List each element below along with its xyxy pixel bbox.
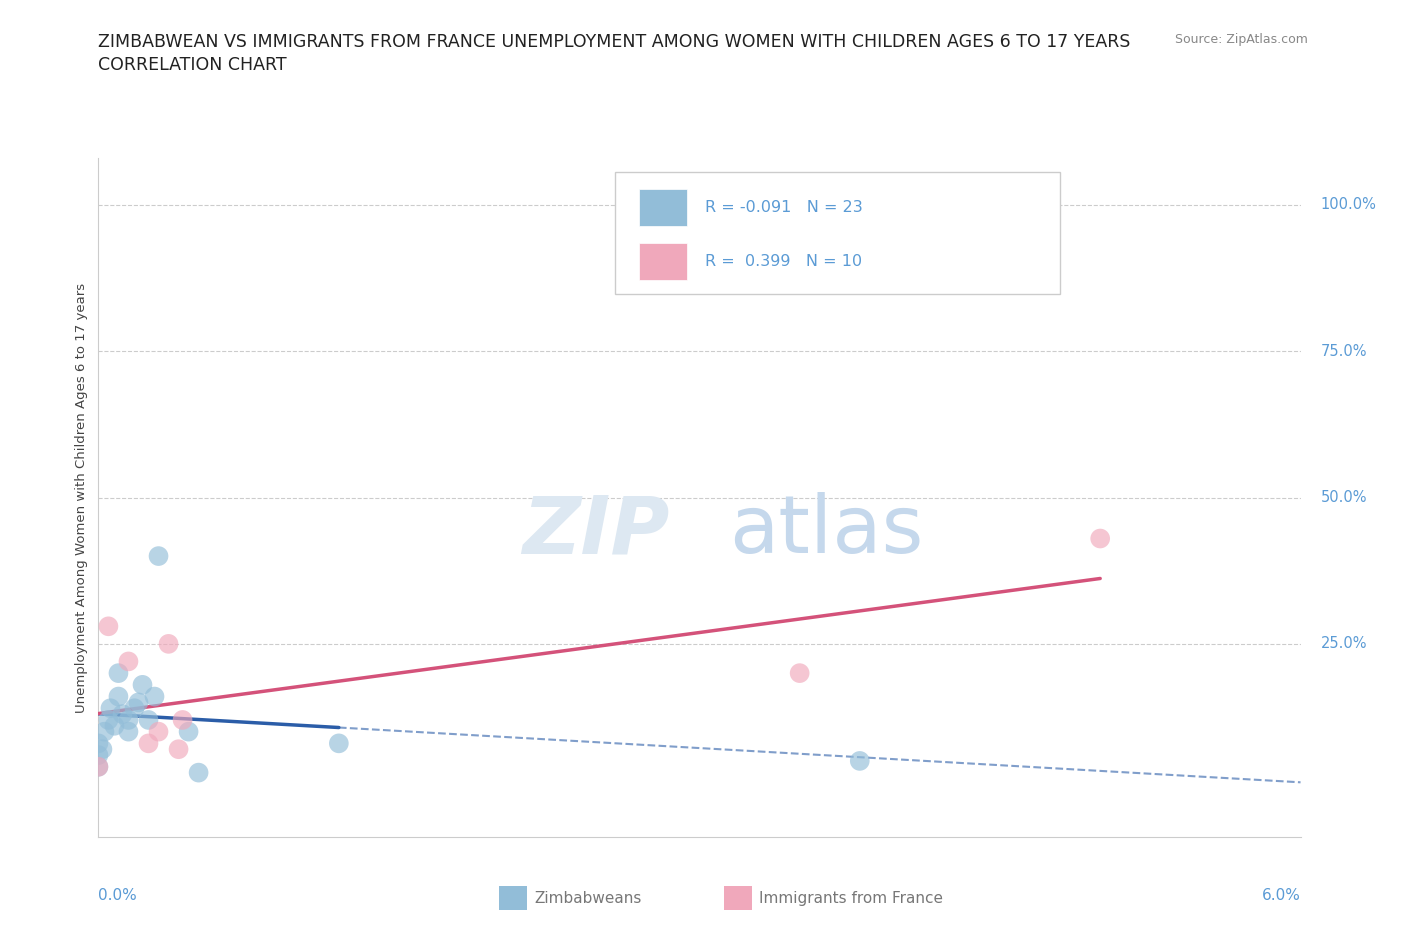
Point bbox=[103, 718, 125, 733]
Point bbox=[117, 654, 139, 669]
Text: 100.0%: 100.0% bbox=[1320, 197, 1376, 212]
Point bbox=[789, 666, 811, 681]
Point bbox=[87, 759, 110, 774]
Point bbox=[107, 666, 129, 681]
Text: 0.0%: 0.0% bbox=[98, 888, 138, 903]
FancyBboxPatch shape bbox=[616, 172, 1060, 294]
Text: Source: ZipAtlas.com: Source: ZipAtlas.com bbox=[1174, 33, 1308, 46]
Point bbox=[138, 712, 160, 727]
Point bbox=[124, 701, 146, 716]
Point bbox=[87, 736, 110, 751]
Point bbox=[97, 712, 120, 727]
Point bbox=[1088, 531, 1111, 546]
Point bbox=[128, 695, 150, 710]
Point bbox=[848, 753, 870, 768]
Point bbox=[328, 736, 350, 751]
Point bbox=[91, 742, 114, 757]
Point bbox=[97, 618, 120, 633]
Bar bbox=[640, 243, 688, 280]
Point bbox=[87, 759, 110, 774]
Point bbox=[157, 636, 180, 651]
Text: Immigrants from France: Immigrants from France bbox=[759, 891, 943, 906]
Text: R =  0.399   N = 10: R = 0.399 N = 10 bbox=[706, 254, 863, 269]
Point bbox=[187, 765, 209, 780]
Point bbox=[167, 742, 190, 757]
Point bbox=[87, 748, 110, 763]
Text: ZIMBABWEAN VS IMMIGRANTS FROM FRANCE UNEMPLOYMENT AMONG WOMEN WITH CHILDREN AGES: ZIMBABWEAN VS IMMIGRANTS FROM FRANCE UNE… bbox=[98, 33, 1130, 50]
Y-axis label: Unemployment Among Women with Children Ages 6 to 17 years: Unemployment Among Women with Children A… bbox=[75, 283, 89, 712]
Point bbox=[100, 701, 122, 716]
Point bbox=[131, 677, 153, 692]
Text: R = -0.091   N = 23: R = -0.091 N = 23 bbox=[706, 200, 863, 215]
Point bbox=[172, 712, 194, 727]
Point bbox=[143, 689, 166, 704]
Point bbox=[117, 724, 139, 739]
Text: ZIP: ZIP bbox=[522, 493, 669, 570]
Point bbox=[138, 736, 160, 751]
Text: 25.0%: 25.0% bbox=[1320, 636, 1367, 651]
Text: 6.0%: 6.0% bbox=[1261, 888, 1301, 903]
Point bbox=[117, 712, 139, 727]
Point bbox=[148, 549, 170, 564]
Text: 50.0%: 50.0% bbox=[1320, 490, 1367, 505]
Point bbox=[177, 724, 200, 739]
Point bbox=[107, 689, 129, 704]
Text: atlas: atlas bbox=[730, 493, 924, 570]
Text: Zimbabweans: Zimbabweans bbox=[534, 891, 641, 906]
Text: 75.0%: 75.0% bbox=[1320, 344, 1367, 359]
Point bbox=[111, 707, 134, 722]
Point bbox=[148, 724, 170, 739]
Point bbox=[93, 724, 115, 739]
Bar bbox=[640, 189, 688, 226]
Text: CORRELATION CHART: CORRELATION CHART bbox=[98, 56, 287, 73]
